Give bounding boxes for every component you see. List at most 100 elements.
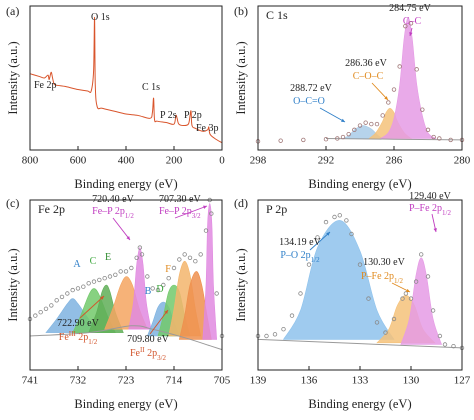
- data-point: [38, 310, 43, 315]
- x-tick-label: 705: [214, 375, 231, 387]
- data-point: [118, 269, 123, 274]
- data-point: [171, 265, 177, 271]
- annotation: 709.80 eV: [127, 334, 169, 345]
- annotation: Fe 3p: [196, 123, 219, 134]
- data-point: [414, 67, 419, 72]
- arrow-head: [406, 288, 410, 292]
- data-point: [397, 64, 402, 69]
- arrow-head: [126, 236, 130, 240]
- annotation: 286.36 eV: [345, 58, 387, 69]
- data-point: [129, 265, 134, 271]
- data-point: [335, 136, 340, 141]
- annotation: O 1s: [91, 12, 110, 23]
- annotation: 130.30 eV: [363, 257, 405, 268]
- data-point: [43, 306, 49, 311]
- annotation-text: D: [156, 284, 163, 295]
- data-point: [198, 252, 203, 257]
- annotation-sub: 3/2: [157, 354, 166, 362]
- data-point: [425, 274, 431, 279]
- x-axis-label: Binding energy (eV): [308, 397, 411, 411]
- data-point: [54, 298, 59, 303]
- annotation-text: 709.80 eV: [127, 334, 169, 345]
- data-point: [102, 276, 107, 281]
- data-point: [337, 213, 342, 218]
- annotation: P 2p: [184, 110, 202, 121]
- annotation: Fe 2p: [34, 80, 57, 91]
- x-tick-label: 292: [318, 155, 335, 167]
- x-tick-label: 130: [403, 375, 420, 387]
- data-point: [386, 100, 391, 105]
- data-point: [107, 274, 113, 279]
- panel-title: C 1s: [266, 8, 288, 22]
- x-tick-label: 600: [70, 155, 87, 167]
- annotation: O–C=O: [293, 96, 325, 107]
- data-point: [86, 281, 91, 286]
- annotation-text: 129.40 eV: [409, 191, 451, 202]
- arrow-head: [409, 32, 413, 36]
- annotation-text: 288.72 eV: [290, 83, 332, 94]
- data-point: [65, 291, 70, 296]
- data-point: [357, 123, 363, 128]
- fit-component: [379, 17, 437, 139]
- annotation-text: 286.36 eV: [345, 58, 387, 69]
- data-point: [123, 269, 129, 274]
- annotation-text: P–Fe 2p: [361, 271, 394, 282]
- annotation: C–O–C: [353, 71, 384, 82]
- data-point: [182, 252, 187, 257]
- annotation: C: [90, 256, 97, 267]
- spectrum-line: [257, 338, 463, 349]
- data-point: [289, 313, 295, 318]
- data-point: [383, 330, 388, 335]
- annotation-text: P 2p: [184, 110, 202, 121]
- data-point: [408, 21, 414, 26]
- data-point: [33, 313, 38, 318]
- annotation-text: C: [90, 256, 97, 267]
- annotation-text: O 1s: [91, 12, 110, 23]
- annotation-sub: 1/2: [442, 209, 451, 217]
- data-point: [166, 276, 171, 281]
- x-tick-label: 0: [219, 155, 225, 167]
- annotation-text: A: [73, 259, 81, 270]
- data-point: [97, 277, 102, 283]
- data-point: [209, 211, 214, 216]
- data-point: [306, 262, 312, 267]
- panel: [29, 17, 223, 144]
- panel: [255, 213, 465, 351]
- data-point: [145, 274, 150, 279]
- annotation-text: O–C=O: [293, 96, 325, 107]
- data-point: [363, 120, 368, 125]
- x-tick-label: 200: [166, 155, 183, 167]
- data-point: [134, 255, 139, 260]
- data-point: [346, 131, 351, 137]
- data-point: [374, 320, 380, 325]
- annotation: B: [145, 286, 152, 297]
- annotation-sub: 1/2: [125, 212, 134, 220]
- annotation-text: 2p: [76, 332, 89, 343]
- annotation-text: 722.90 eV: [57, 318, 99, 329]
- data-point: [49, 303, 54, 308]
- panel-label: (d): [234, 196, 248, 210]
- x-tick-label: 280: [454, 155, 471, 167]
- annotation: 722.90 eV: [57, 318, 99, 329]
- data-point: [437, 333, 443, 339]
- annotation-text: 707.30 eV: [159, 194, 201, 205]
- annotation-sup: III: [69, 330, 77, 338]
- x-tick-label: 133: [352, 375, 369, 387]
- x-tick-label: 298: [250, 155, 267, 167]
- data-point: [431, 134, 436, 140]
- data-point: [332, 214, 337, 220]
- annotation: P–Fe 2p1/2: [409, 203, 452, 216]
- annotation: 720.40 eV: [92, 194, 134, 205]
- annotation: 707.30 eV: [159, 194, 201, 205]
- data-point: [278, 138, 283, 143]
- data-point: [437, 136, 442, 141]
- annotation-text: E: [105, 252, 111, 263]
- y-axis-label: Intensity (a.u.): [6, 248, 20, 321]
- annotation-text: F: [165, 264, 171, 275]
- annotation: P 2s: [160, 110, 177, 121]
- data-point: [442, 342, 448, 347]
- arrow-head: [100, 296, 104, 300]
- annotation: P–O 2p1/2: [280, 250, 320, 263]
- data-point: [75, 286, 81, 291]
- fit-component: [282, 220, 395, 340]
